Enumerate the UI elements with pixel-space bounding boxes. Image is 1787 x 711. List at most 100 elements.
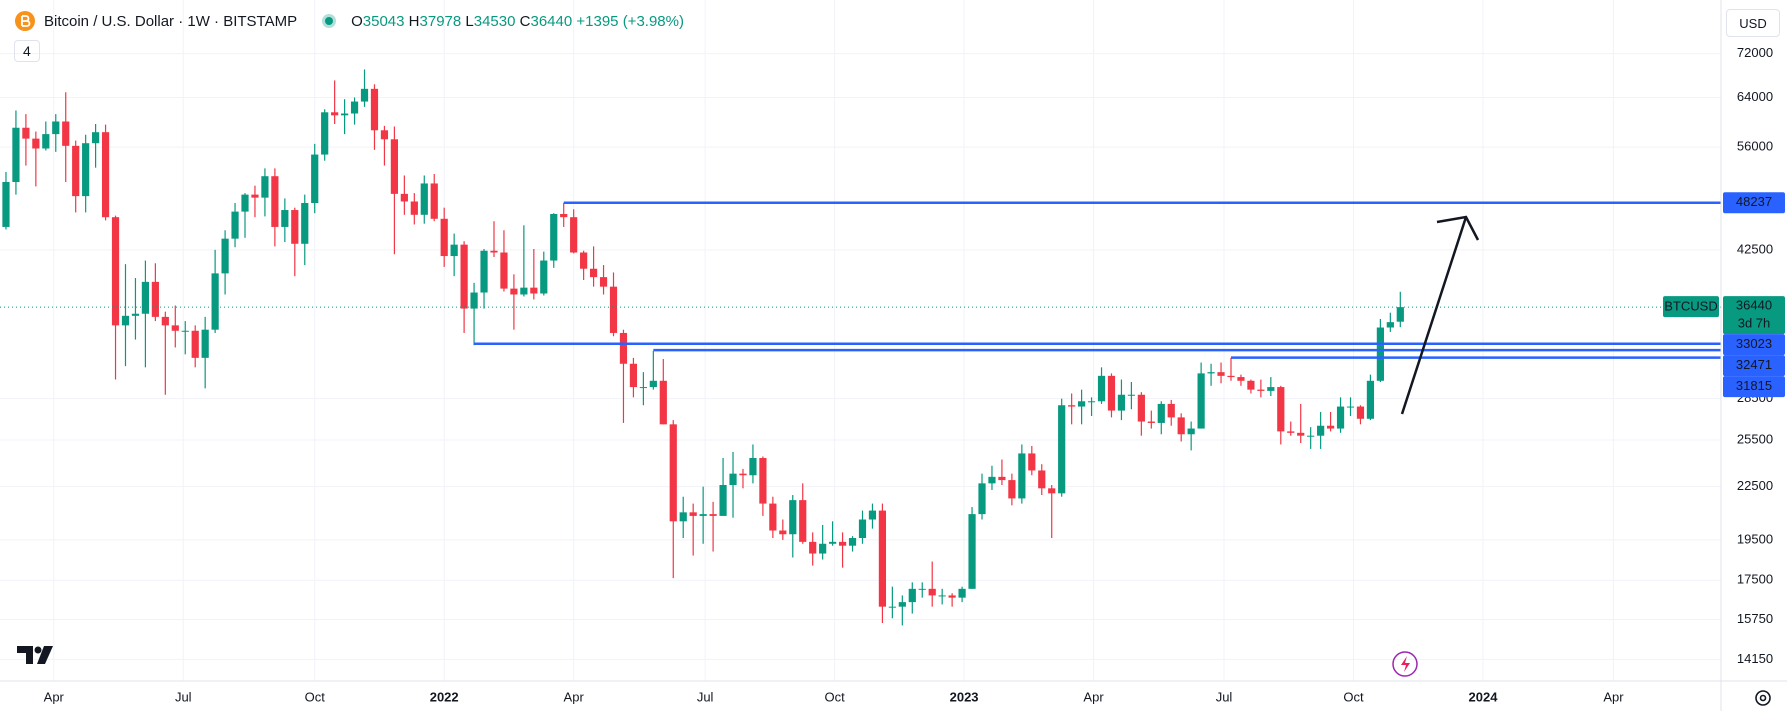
current-price-label: 36440 xyxy=(1736,298,1772,313)
candle-body xyxy=(241,194,249,212)
level-label-bg xyxy=(1723,355,1785,377)
candle-body xyxy=(62,121,70,146)
x-tick-label: Apr xyxy=(44,689,65,704)
candle-body xyxy=(570,217,578,253)
candle-body xyxy=(639,387,647,389)
candle-body xyxy=(151,281,159,317)
candle-body xyxy=(470,292,478,309)
candle-body xyxy=(301,203,309,244)
lightning-icon[interactable] xyxy=(1392,651,1418,677)
candle-body xyxy=(1038,470,1046,489)
candle-body xyxy=(829,541,837,544)
candle-body xyxy=(510,288,518,295)
candle-body xyxy=(779,530,787,535)
candle-body xyxy=(1028,453,1036,471)
candle-body xyxy=(560,213,568,218)
x-tick-label: Apr xyxy=(564,689,585,704)
candle-body xyxy=(1267,387,1275,391)
countdown-label: 3d 7h xyxy=(1738,316,1771,331)
candle-body xyxy=(898,602,906,607)
settings-icon[interactable] xyxy=(1755,690,1771,706)
price-label-bg xyxy=(1663,296,1719,318)
level-label: 48237 xyxy=(1736,194,1772,209)
candle-body xyxy=(1058,405,1066,494)
candle-body xyxy=(1376,327,1384,381)
y-tick-label: 56000 xyxy=(1737,139,1773,154)
candle-body xyxy=(679,512,687,522)
candle-body xyxy=(619,332,628,364)
candle-body xyxy=(1187,428,1195,435)
candle-body xyxy=(390,139,398,194)
candle-body xyxy=(1247,380,1255,390)
candle-body xyxy=(589,268,598,278)
candle-body xyxy=(201,329,209,358)
candle-body xyxy=(1277,387,1285,432)
candle-body xyxy=(171,325,179,331)
ohlc-value: 35043 xyxy=(362,12,405,30)
candle-body xyxy=(181,330,189,332)
candle-body xyxy=(141,281,150,314)
x-tick-label: Apr xyxy=(1603,689,1624,704)
candle-body xyxy=(819,543,827,554)
currency-button[interactable]: USD xyxy=(1726,9,1780,37)
candle-body xyxy=(380,130,389,140)
level-label: 33023 xyxy=(1736,336,1772,351)
candle-body xyxy=(1127,394,1135,396)
change: +1395 xyxy=(576,12,619,30)
candle-body xyxy=(121,315,130,326)
candle-body xyxy=(649,380,657,388)
candle-body xyxy=(460,244,468,309)
status-dot xyxy=(322,14,337,28)
candle-body xyxy=(1217,372,1225,376)
candle-body xyxy=(1177,417,1185,435)
y-tick-label: 17500 xyxy=(1737,572,1773,587)
currency: USD xyxy=(1739,15,1767,31)
candle-body xyxy=(1346,406,1355,408)
candle-body xyxy=(450,244,458,257)
y-tick-label: 64000 xyxy=(1737,89,1773,104)
candle-body xyxy=(22,127,30,139)
ohlc-label: H xyxy=(408,12,420,30)
candle-body xyxy=(699,514,707,516)
candle-body xyxy=(490,250,498,253)
candle-body xyxy=(1297,432,1305,436)
candle-body xyxy=(759,458,767,504)
candle-body xyxy=(500,252,508,289)
candle-body xyxy=(878,510,887,607)
candle-body xyxy=(131,313,140,316)
candle-body xyxy=(32,138,40,149)
candle-body xyxy=(1167,403,1175,418)
x-tick-label: Oct xyxy=(1343,689,1364,704)
candle-body xyxy=(1356,406,1365,419)
candle-body xyxy=(82,143,90,197)
candle-body xyxy=(1018,453,1026,499)
candle-body xyxy=(420,183,428,215)
candle-body xyxy=(729,473,737,486)
candle-body xyxy=(809,541,817,554)
candle-body xyxy=(1157,403,1165,423)
level-label-bg xyxy=(1723,376,1785,398)
y-tick-label: 19500 xyxy=(1737,531,1773,546)
level-label: 31815 xyxy=(1736,378,1772,393)
indicators-toggle[interactable]: 4 xyxy=(14,40,40,62)
candle-body xyxy=(958,588,966,598)
candle-body xyxy=(530,287,538,294)
ohlc-label: O xyxy=(351,12,363,30)
candle-body xyxy=(928,588,936,596)
candle-body xyxy=(609,286,618,333)
candle-body xyxy=(838,541,847,546)
candle-body xyxy=(360,88,369,102)
candle-body xyxy=(669,424,677,522)
candle-body xyxy=(42,134,50,149)
candle-body xyxy=(1326,425,1335,429)
candle-body xyxy=(888,606,896,608)
y-tick-label: 14150 xyxy=(1737,651,1773,666)
candle-body xyxy=(1207,372,1215,374)
candle-body xyxy=(211,273,219,330)
y-tick-label: 42500 xyxy=(1737,241,1773,256)
candle-body xyxy=(868,510,877,520)
candle-body xyxy=(101,132,110,218)
x-tick-label: 2024 xyxy=(1469,689,1499,704)
ohlc-label: C xyxy=(519,12,531,30)
